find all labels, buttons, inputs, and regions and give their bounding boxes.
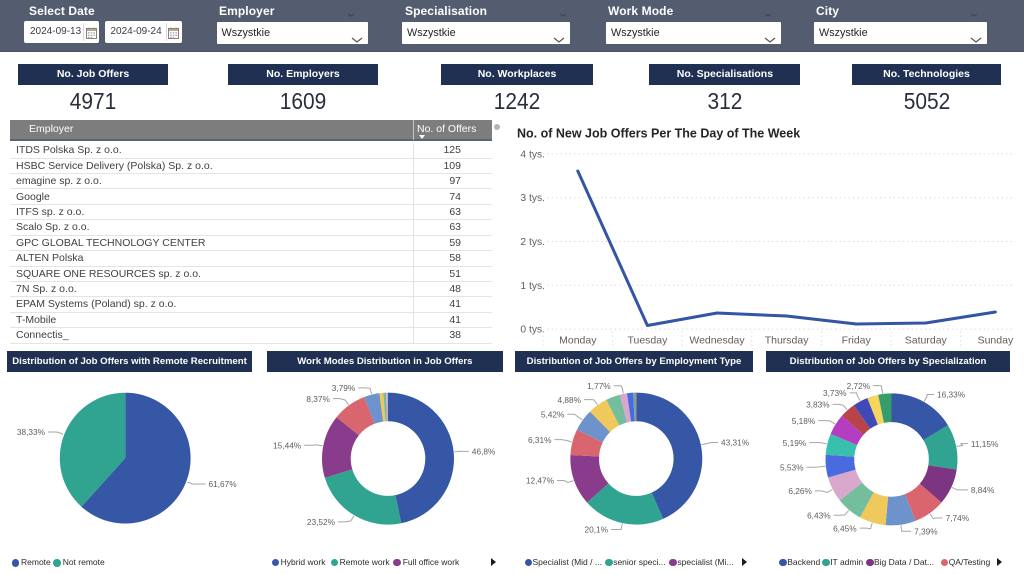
svg-text:3,79%: 3,79% — [332, 383, 356, 393]
svg-text:Saturday: Saturday — [905, 335, 948, 347]
svg-text:38,33%: 38,33% — [17, 427, 46, 437]
svg-text:61,67%: 61,67% — [209, 479, 238, 489]
svg-text:1 tys.: 1 tys. — [520, 281, 545, 292]
svg-text:3,83%: 3,83% — [806, 400, 830, 410]
svg-text:5,18%: 5,18% — [792, 416, 816, 426]
svg-text:7,74%: 7,74% — [946, 513, 970, 523]
svg-text:12,47%: 12,47% — [526, 476, 555, 486]
svg-text:Monday: Monday — [559, 335, 597, 347]
svg-text:Sunday: Sunday — [978, 335, 1014, 347]
svg-text:3,73%: 3,73% — [823, 388, 847, 398]
svg-text:Friday: Friday — [842, 335, 872, 347]
svg-text:4,88%: 4,88% — [557, 395, 581, 405]
svg-text:5,42%: 5,42% — [541, 409, 565, 419]
svg-text:No. of New Job Offers Per The: No. of New Job Offers Per The Day of The… — [517, 127, 800, 141]
svg-text:6,26%: 6,26% — [788, 486, 812, 496]
svg-text:5,53%: 5,53% — [780, 463, 804, 473]
svg-text:Thursday: Thursday — [765, 335, 810, 347]
svg-text:15,44%: 15,44% — [273, 440, 302, 450]
svg-text:6,45%: 6,45% — [833, 523, 857, 533]
svg-text:4 tys.: 4 tys. — [520, 149, 545, 160]
svg-text:5,19%: 5,19% — [783, 438, 807, 448]
svg-text:Wednesday: Wednesday — [689, 335, 745, 347]
svg-text:0 tys.: 0 tys. — [520, 325, 545, 336]
svg-text:3 tys.: 3 tys. — [520, 193, 545, 204]
svg-text:8,84%: 8,84% — [971, 485, 995, 495]
svg-text:43,31%: 43,31% — [721, 438, 750, 448]
svg-text:7,39%: 7,39% — [914, 526, 938, 536]
svg-text:1,77%: 1,77% — [587, 381, 611, 391]
svg-text:16,33%: 16,33% — [937, 390, 966, 400]
svg-text:Tuesday: Tuesday — [627, 335, 668, 347]
svg-text:2 tys.: 2 tys. — [520, 237, 545, 248]
svg-text:2,72%: 2,72% — [847, 381, 871, 391]
svg-text:6,43%: 6,43% — [807, 511, 831, 521]
svg-text:6,31%: 6,31% — [528, 435, 552, 445]
svg-text:8,37%: 8,37% — [306, 394, 330, 404]
svg-text:46,8%: 46,8% — [472, 447, 496, 457]
svg-text:11,15%: 11,15% — [971, 439, 999, 449]
svg-text:23,52%: 23,52% — [307, 517, 336, 527]
svg-text:20,1%: 20,1% — [584, 525, 608, 535]
